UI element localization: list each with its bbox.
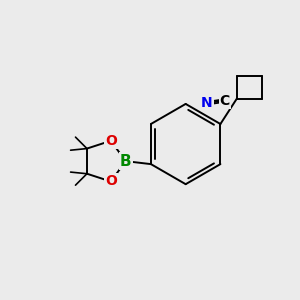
Text: C: C — [220, 94, 230, 107]
Text: N: N — [201, 96, 213, 110]
Text: O: O — [105, 175, 117, 188]
Text: B: B — [120, 154, 131, 169]
Text: O: O — [105, 134, 117, 148]
